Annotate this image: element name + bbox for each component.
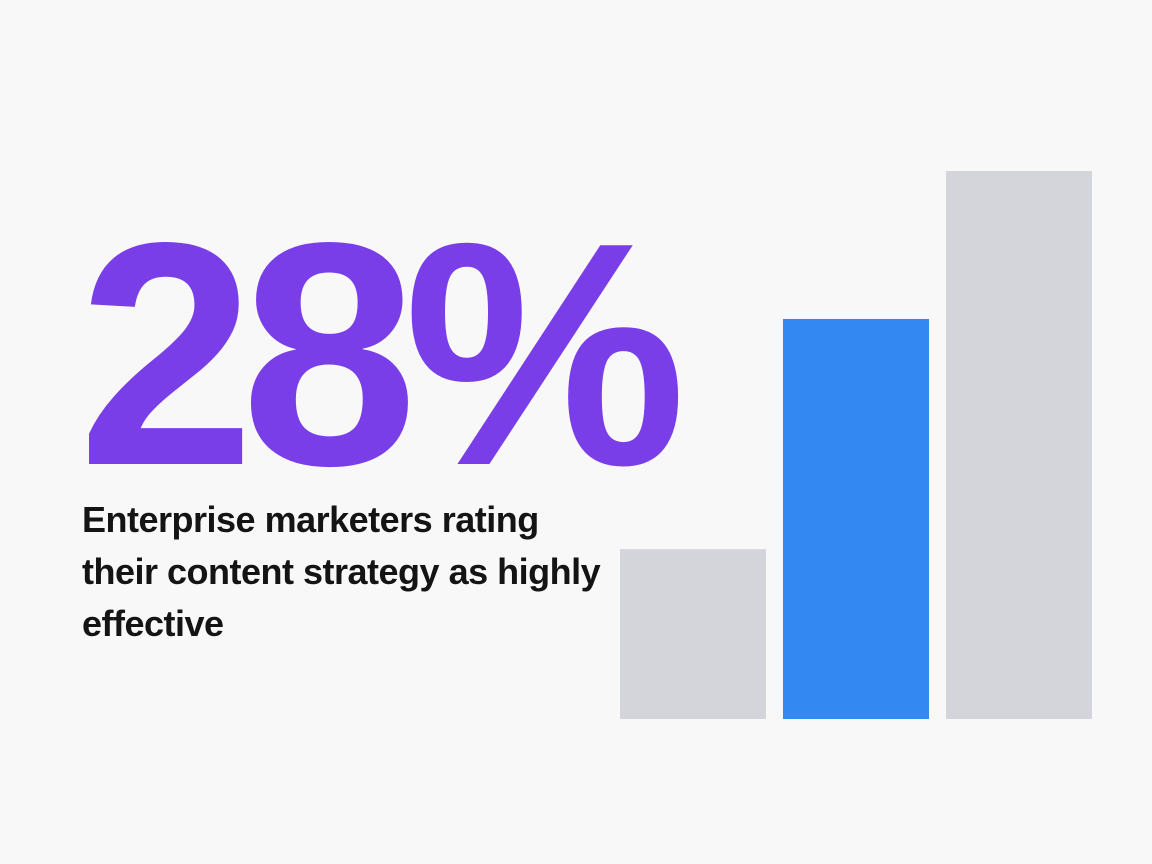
bar-group xyxy=(620,171,1092,719)
bar-highlighted xyxy=(783,318,929,719)
stat-caption: Enterprise marketers rating their conten… xyxy=(82,499,601,644)
stat-percentage: 28% xyxy=(78,177,686,532)
bar-3 xyxy=(946,171,1092,719)
bar-1 xyxy=(620,549,766,719)
